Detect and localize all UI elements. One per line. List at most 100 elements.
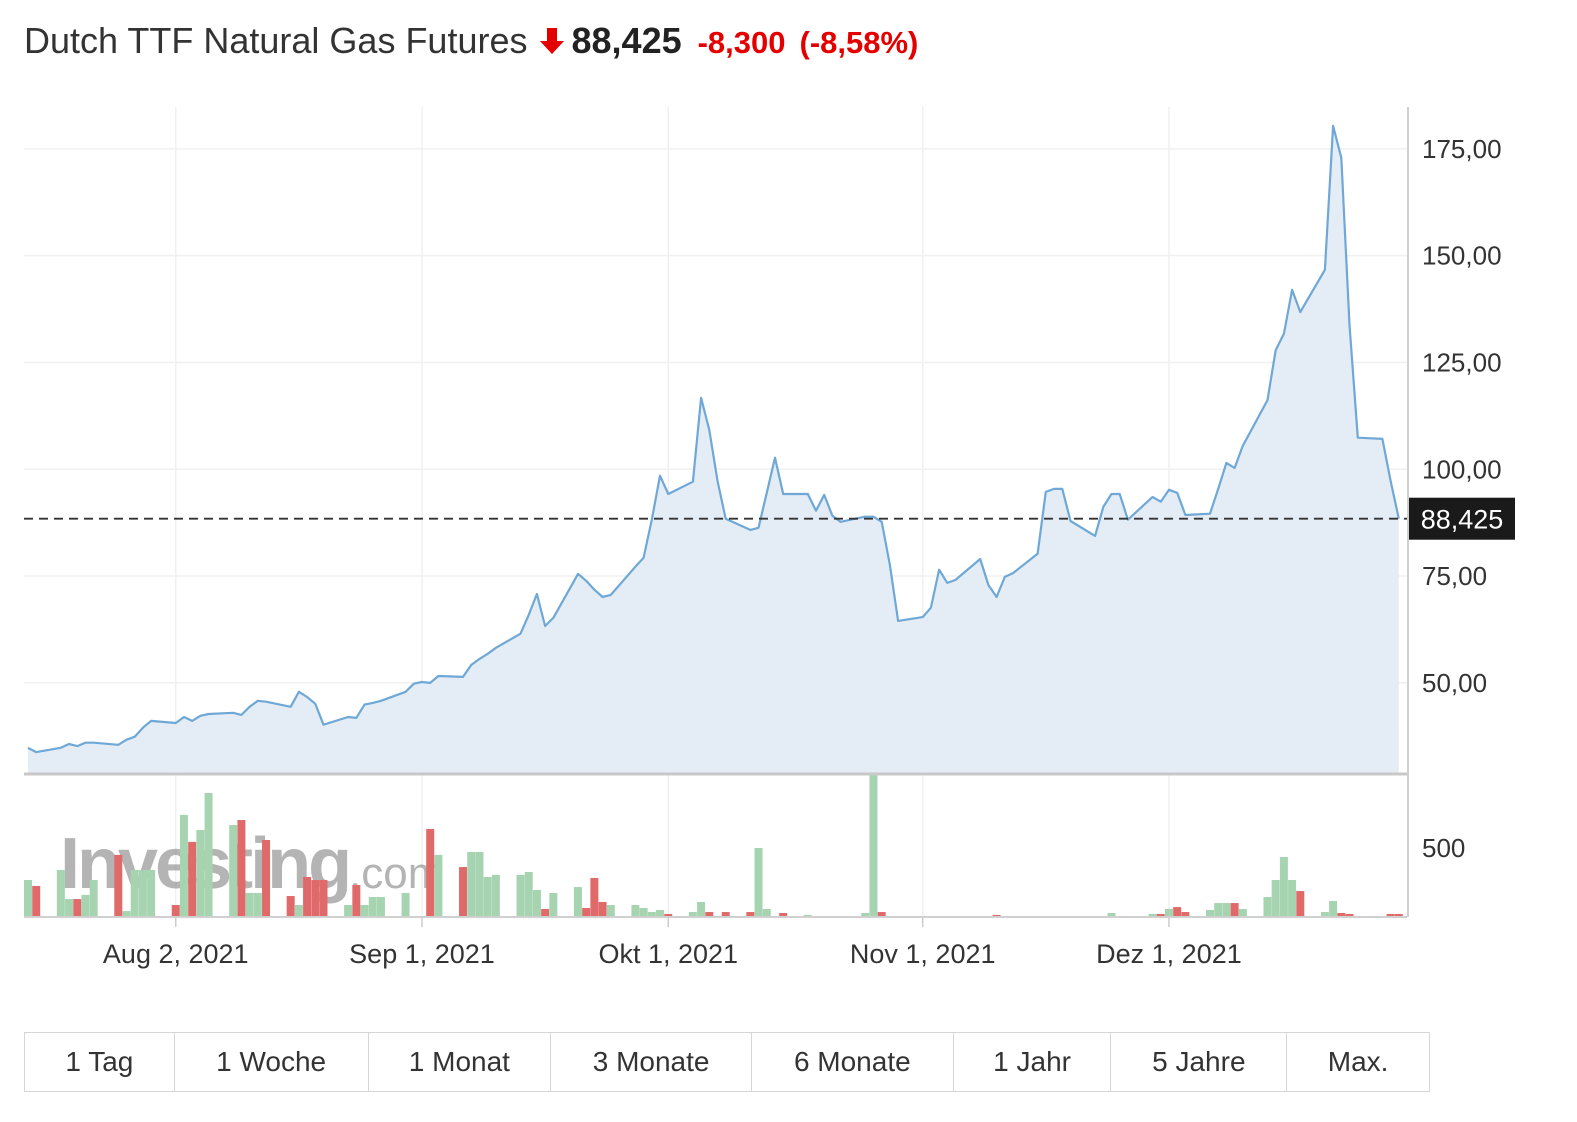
range-button[interactable]: 1 Tag [25, 1033, 175, 1091]
volume-bar [861, 912, 870, 917]
volume-bar [171, 904, 180, 917]
volume-bar [524, 872, 533, 917]
volume-tick-label: 500 [1422, 833, 1465, 863]
last-price: 88,425 [571, 20, 682, 61]
y-tick-label: 50,00 [1422, 668, 1487, 698]
volume-bar [697, 901, 706, 917]
volume-bar [1164, 908, 1173, 917]
volume-bar [606, 904, 615, 917]
x-tick-label: Dez 1, 2021 [1096, 939, 1242, 969]
volume-bar [352, 884, 361, 917]
volume-bar [1320, 912, 1329, 917]
volume-bar [434, 854, 443, 917]
volume-bar [1329, 900, 1338, 917]
down-arrow [539, 28, 564, 54]
volume-bar [1337, 912, 1346, 917]
volume-bar [303, 876, 312, 917]
volume-bar [721, 912, 730, 917]
range-button[interactable]: 1 Jahr [954, 1033, 1112, 1091]
volume-bar [541, 908, 550, 917]
volume-bar [179, 814, 188, 917]
volume-bar [573, 887, 582, 917]
volume-bar [204, 792, 213, 917]
range-button[interactable]: 3 Monate [551, 1033, 752, 1091]
volume-bar [1173, 907, 1182, 917]
volume-bar [1279, 856, 1288, 917]
volume-bar [344, 904, 353, 917]
volume-bar [1181, 912, 1190, 917]
volume-bar [803, 914, 812, 917]
volume-bar [32, 885, 41, 917]
volume-bar [1148, 913, 1157, 917]
volume-bar [229, 824, 238, 917]
volume-bar [56, 869, 65, 917]
header: Dutch TTF Natural Gas Futures 88,425 -8,… [24, 20, 932, 62]
volume-bar [114, 854, 123, 917]
volume-bar [1214, 903, 1223, 917]
volume-bar [147, 869, 156, 917]
last-price-label: 88,425 [1421, 505, 1504, 535]
volume-bar [992, 914, 1001, 917]
volume-bar [1222, 903, 1231, 917]
volume-bar [688, 912, 697, 917]
change-percent: (-8,58%) [799, 25, 919, 60]
range-button[interactable]: 1 Woche [175, 1033, 369, 1091]
volume-bar [475, 852, 484, 917]
volume-bar [491, 874, 500, 917]
volume-bar [467, 852, 476, 917]
range-button[interactable]: 6 Monate [752, 1033, 954, 1091]
volume-bar [24, 880, 32, 917]
volume-bar [639, 908, 648, 917]
volume-bar [311, 880, 320, 917]
volume-bar [647, 912, 656, 917]
price-area [28, 125, 1399, 774]
chart: 50,00 75,00 100,00 125,00 150,00 175,00 Aug 2,… [24, 107, 1515, 969]
volume-bar [631, 904, 640, 917]
volume-bar [89, 880, 98, 917]
volume-bar [754, 848, 763, 917]
volume-bar [65, 899, 74, 917]
volume-bar [664, 913, 673, 917]
last-price-box [1409, 497, 1515, 540]
volume-bar [779, 912, 788, 917]
volume-bar [877, 912, 886, 917]
volume-bar [705, 912, 714, 917]
y-tick-label: 175,00 [1422, 134, 1502, 164]
volume-bar [130, 869, 139, 917]
range-button[interactable]: 1 Monat [369, 1033, 552, 1091]
price-line [27, 124, 1400, 754]
volume-bar [1271, 880, 1280, 917]
volume-bar [1296, 891, 1305, 917]
volume-bar [582, 908, 591, 917]
volume-bar [598, 901, 607, 917]
volume-bar [1206, 909, 1214, 917]
y-tick-label: 150,00 [1422, 241, 1502, 271]
volume-bar [81, 894, 90, 917]
volume-bar [1238, 908, 1247, 917]
volume-bar [532, 889, 541, 917]
x-tick-label: Aug 2, 2021 [103, 939, 249, 969]
volume-bar [1156, 913, 1165, 917]
volume-bar [1288, 880, 1297, 917]
volume-bar [286, 896, 295, 917]
volume-bar [401, 892, 410, 917]
volume-bar [73, 899, 82, 917]
volume-bar [196, 829, 205, 917]
volume-bar [1230, 903, 1239, 917]
volume-bar [237, 819, 246, 917]
y-tick-label: 75,00 [1422, 561, 1487, 591]
volume-bar [549, 892, 558, 917]
y-tick-label: 125,00 [1422, 347, 1502, 377]
x-tick-label: Nov 1, 2021 [850, 939, 996, 969]
volume-bar [1345, 913, 1354, 917]
volume-bar [459, 867, 468, 917]
volume-bar [590, 877, 599, 917]
title: Dutch TTF Natural Gas Futures [24, 20, 528, 61]
range-button[interactable]: Max. [1327, 1046, 1389, 1077]
volume-bar [746, 912, 755, 917]
range-button[interactable]: 5 Jahre [1111, 1033, 1288, 1091]
x-tick-label: Okt 1, 2021 [598, 939, 738, 969]
x-tick-label: Sep 1, 2021 [349, 939, 495, 969]
change: -8,300 [697, 25, 786, 60]
